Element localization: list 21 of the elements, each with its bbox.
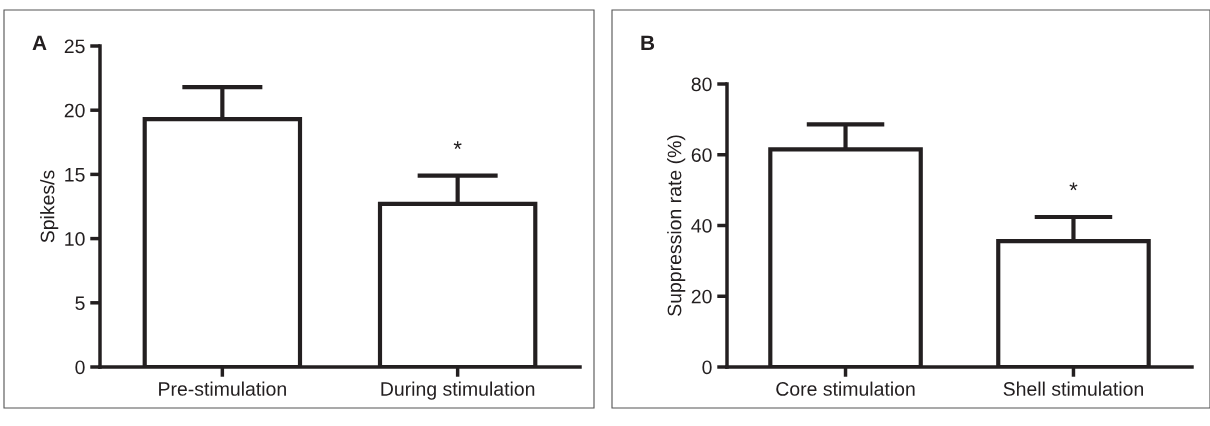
y-tick-label: 40: [691, 218, 712, 233]
y-tick-label: 5: [75, 296, 85, 311]
annotation: *: [453, 141, 462, 149]
y-tick-label: 0: [702, 360, 712, 375]
text: B: [641, 35, 655, 50]
y-tick-label: 20: [691, 289, 712, 304]
y-axis-title: Spikes/s: [40, 170, 59, 243]
y-tick-label: 80: [691, 77, 712, 92]
y-axis-title: Suppression rate (%): [667, 135, 686, 316]
y-tick-label: 0: [75, 360, 85, 375]
y-tick-label: 60: [691, 148, 712, 162]
x-tick-label: Core stimulation: [776, 381, 915, 396]
y-tick-label: 15: [65, 168, 85, 182]
x-tick-label: Pre-stimulation: [159, 381, 286, 396]
y-tick-label: 20: [64, 103, 85, 118]
x-tick-label: During stimulation: [381, 381, 535, 400]
x-tick-label: Shell stimulation: [1003, 381, 1143, 396]
annotation: *: [1069, 182, 1078, 191]
y-tick-label: 25: [64, 39, 85, 54]
text: A: [32, 35, 47, 50]
y-tick-label: 10: [65, 232, 85, 246]
